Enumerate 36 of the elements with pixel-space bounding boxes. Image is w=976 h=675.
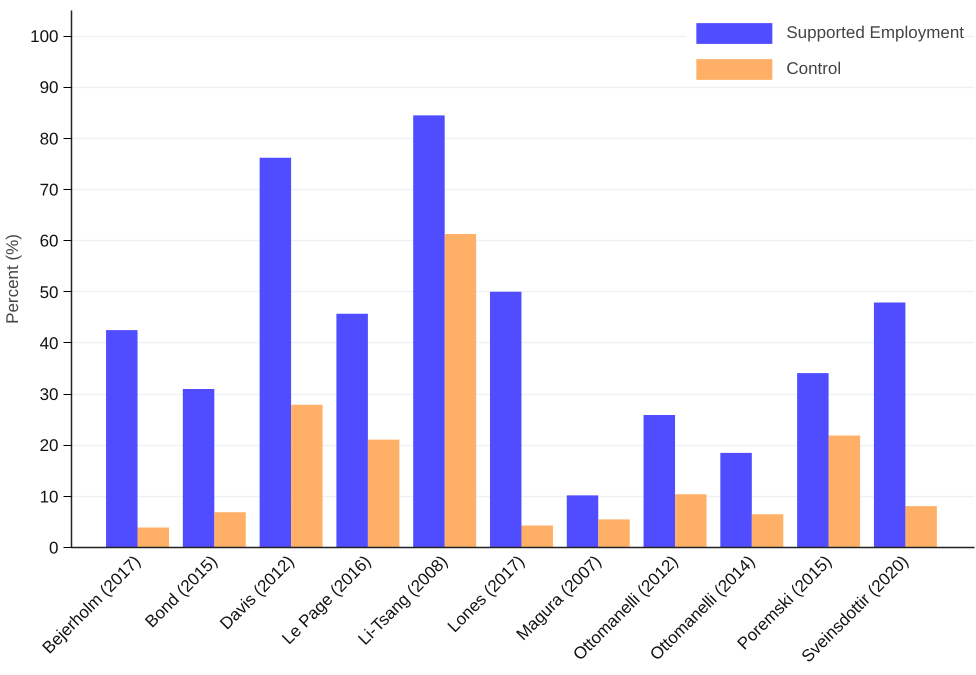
bar (138, 528, 170, 548)
y-tick-label: 20 (40, 436, 59, 456)
bar (444, 234, 476, 548)
legend-label: Control (786, 59, 842, 79)
bar (797, 373, 829, 548)
bar (182, 388, 214, 548)
bar (828, 435, 860, 548)
bar (413, 115, 445, 548)
y-tick-label: 10 (40, 487, 59, 506)
y-tick-label: 40 (40, 334, 59, 353)
bar (905, 506, 937, 548)
y-tick-label: 50 (40, 282, 59, 302)
bar (720, 452, 752, 548)
y-tick-label: 100 (30, 27, 59, 46)
bar (260, 158, 292, 548)
y-tick-label: 80 (40, 129, 59, 148)
bar (752, 514, 784, 548)
bar (644, 415, 676, 548)
y-tick-label: 60 (40, 232, 59, 251)
legend-label: Supported Employment (786, 23, 964, 43)
y-axis-title: Percent (%) (3, 234, 22, 324)
y-tick-label: 70 (40, 180, 59, 200)
bar (675, 494, 707, 548)
bar (874, 302, 906, 548)
bar (336, 314, 368, 548)
y-tick-label: 0 (49, 538, 59, 558)
bar (368, 440, 400, 548)
y-tick-label: 90 (40, 78, 59, 98)
bar (214, 512, 246, 548)
bar (490, 292, 522, 548)
bar (291, 404, 323, 548)
bar (598, 519, 630, 548)
bar (566, 495, 598, 548)
bar (106, 330, 138, 548)
bar (521, 526, 553, 548)
y-tick-label: 30 (40, 385, 59, 404)
